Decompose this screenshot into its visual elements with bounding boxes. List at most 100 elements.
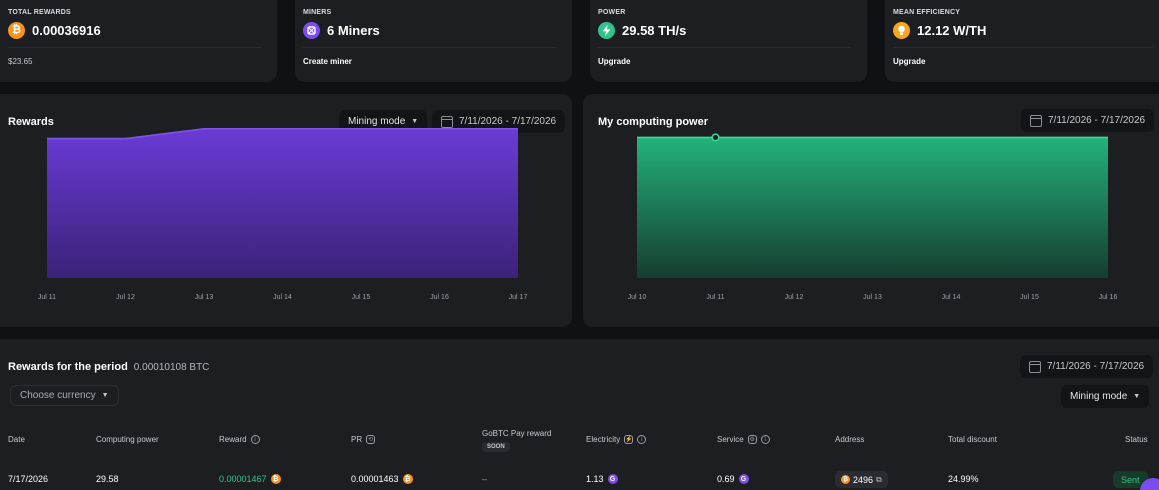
- x-tick-label: Jul 14: [942, 294, 961, 301]
- x-tick-label: Jul 12: [785, 294, 804, 301]
- stat-label: MEAN EFFICIENCY: [893, 9, 961, 16]
- panel-title: My computing power: [598, 116, 708, 128]
- stat-value: 29.58 TH/s: [622, 23, 687, 38]
- table-row-service: 0.69 G: [717, 474, 749, 484]
- stat-card-total-rewards: TOTAL REWARDS ₿ 0.00036916 $23.65: [0, 0, 277, 82]
- upgrade-efficiency-link[interactable]: Upgrade: [893, 57, 926, 66]
- header-electricity[interactable]: Electricity ⚡ i: [586, 435, 647, 444]
- stat-label: TOTAL REWARDS: [8, 9, 71, 16]
- info-icon[interactable]: i: [250, 435, 260, 444]
- x-tick-label: Jul 11: [706, 294, 724, 301]
- table-row-electricity: 1.13 G: [586, 474, 618, 484]
- stat-label: POWER: [598, 9, 626, 16]
- period-title: Rewards for the period: [8, 361, 128, 373]
- address-chip[interactable]: ₿ 2496 ⧉: [835, 471, 888, 488]
- bitcoin-icon: ₿: [8, 22, 25, 39]
- upgrade-power-link[interactable]: Upgrade: [598, 57, 631, 66]
- pr-badge-icon: ⟲: [366, 435, 376, 444]
- header-pr[interactable]: PR ⟲: [351, 435, 376, 444]
- mining-mode-dropdown[interactable]: Mining mode ▼: [1061, 385, 1150, 408]
- stat-card-efficiency: MEAN EFFICIENCY 12.12 W/TH Upgrade: [885, 0, 1159, 82]
- chevron-down-icon: ▼: [101, 392, 109, 399]
- x-tick-label: Jul 15: [1020, 294, 1039, 301]
- stat-value: 6 Miners: [327, 23, 380, 38]
- service-icon: ⚙: [747, 435, 757, 444]
- chevron-down-icon: ▼: [411, 118, 419, 125]
- x-tick-label: Jul 14: [273, 294, 292, 301]
- mining-mode-label: Mining mode: [348, 116, 406, 127]
- rewards-chart: Jul 11 Jul 12 Jul 13 Jul 14 Jul 15 Jul 16 Jul …: [38, 127, 528, 301]
- mining-mode-label: Mining mode: [1070, 391, 1128, 402]
- stat-value: 12.12 W/TH: [917, 23, 987, 38]
- x-tick-label: Jul 16: [430, 294, 449, 301]
- period-amount: 0.00010108 BTC: [133, 362, 210, 373]
- header-gobtc-pay-reward: GoBTC Pay reward: [482, 429, 552, 438]
- header-service[interactable]: Service ⚙ i: [717, 435, 770, 444]
- mining-mode-dropdown[interactable]: Mining mode ▼: [339, 110, 428, 133]
- x-tick-label: Jul 13: [863, 294, 882, 301]
- stat-value: 0.00036916: [32, 23, 101, 38]
- stat-card-miners: MINERS 6 Miners Create miner: [295, 0, 572, 82]
- header-date[interactable]: Date: [8, 435, 25, 444]
- x-tick-label: Jul 16: [1099, 294, 1118, 301]
- copy-icon[interactable]: ⧉: [876, 474, 882, 484]
- date-range-picker[interactable]: 7/11/2026 - 7/17/2026: [1020, 355, 1154, 378]
- gmt-token-icon: G: [738, 474, 749, 484]
- status-badge: Sent: [1113, 471, 1148, 488]
- header-computing-power[interactable]: Computing power: [96, 435, 159, 444]
- x-tick-label: Jul 13: [195, 294, 214, 301]
- chevron-down-icon: ▼: [1133, 393, 1141, 400]
- bitcoin-icon: ₿: [402, 474, 413, 484]
- date-range-label: 7/11/2026 - 7/17/2026: [1047, 361, 1145, 372]
- stat-label: MINERS: [303, 9, 332, 16]
- x-tick-label: Jul 10: [628, 294, 647, 301]
- divider: [8, 47, 261, 48]
- calendar-icon: [441, 115, 453, 128]
- panel-title: Rewards: [8, 116, 54, 128]
- table-row-power: 29.58: [96, 474, 119, 484]
- currency-select[interactable]: Choose currency ▼: [10, 385, 119, 406]
- series-area: [47, 128, 518, 278]
- create-miner-link[interactable]: Create miner: [303, 57, 352, 66]
- series-area: [637, 137, 1108, 278]
- header-address: Address: [835, 435, 865, 444]
- date-range-label: 7/11/2026 - 7/17/2026: [1048, 115, 1146, 126]
- power-chart: Jul 10 Jul 11 Jul 12 Jul 13 Jul 14 Jul 15 Jul …: [628, 133, 1118, 301]
- calendar-icon: [1030, 114, 1042, 127]
- stat-usd-value: $23.65: [8, 57, 33, 66]
- period-rewards-panel: Rewards for the period 0.00010108 BTC 7/…: [0, 339, 1159, 490]
- stat-card-power: POWER 29.58 TH/s Upgrade: [590, 0, 867, 82]
- table-row-gobtc: –: [482, 474, 488, 484]
- table-row-reward: 0.00001467 ₿: [219, 474, 281, 484]
- series-line: [47, 127, 518, 140]
- table-row-discount: 24.99%: [948, 474, 979, 484]
- header-total-discount: Total discount: [948, 435, 997, 444]
- currency-placeholder: Choose currency: [20, 390, 96, 401]
- soon-badge: SOON: [482, 442, 510, 452]
- bitcoin-icon: ₿: [841, 475, 850, 484]
- table-row-date: 7/17/2026: [8, 474, 49, 484]
- gmt-token-icon: G: [607, 474, 618, 484]
- lightning-icon: [598, 22, 615, 39]
- x-tick-label: Jul 17: [509, 294, 528, 301]
- data-point-marker: [711, 133, 720, 142]
- x-tick-label: Jul 12: [116, 294, 135, 301]
- info-icon[interactable]: i: [760, 435, 770, 444]
- divider: [893, 47, 1153, 48]
- date-range-picker[interactable]: 7/11/2026 - 7/17/2026: [432, 110, 566, 133]
- date-range-picker[interactable]: 7/11/2026 - 7/17/2026: [1021, 109, 1155, 132]
- header-status: Status: [1125, 435, 1148, 444]
- chat-bubble-icon[interactable]: [1140, 478, 1159, 490]
- miner-icon: [303, 22, 320, 39]
- date-range-label: 7/11/2026 - 7/17/2026: [459, 116, 557, 127]
- address-value: 2496: [853, 474, 874, 485]
- divider: [303, 47, 556, 48]
- info-icon[interactable]: i: [637, 435, 647, 444]
- bitcoin-icon: ₿: [270, 474, 281, 484]
- x-tick-label: Jul 15: [352, 294, 371, 301]
- bulb-icon: [893, 22, 910, 39]
- calendar-icon: [1029, 360, 1041, 373]
- x-tick-label: Jul 11: [38, 294, 56, 301]
- header-reward[interactable]: Reward i: [219, 435, 260, 444]
- divider: [598, 47, 851, 48]
